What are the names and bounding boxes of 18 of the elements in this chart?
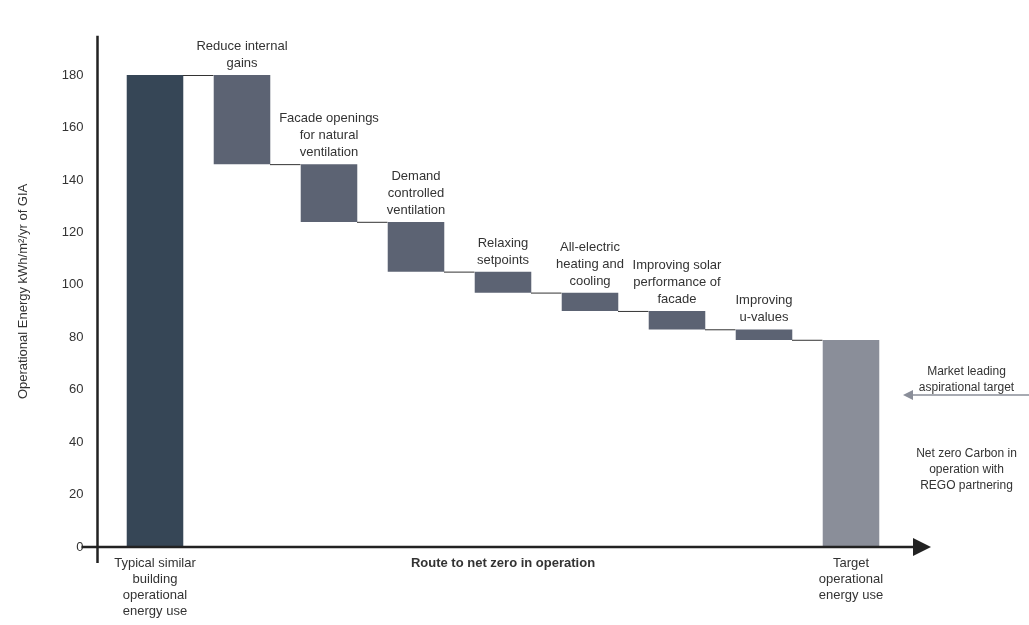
y-tick-label: 100 [61,276,84,292]
y-tick-label: 60 [69,381,84,397]
y-axis-title: Operational Energy kWh/m²/yr of GIA [14,183,30,400]
y-tick-label: 160 [61,119,84,135]
y-tick-label: 140 [61,171,84,187]
y-tick-label: 120 [61,223,84,239]
y-tick-label: 40 [69,433,84,449]
y-tick-label: 20 [69,486,84,502]
text: Market leading aspirational target [918,364,1015,394]
x-axis-title: Route to net zero in operation [410,555,596,570]
y-tick-label: 180 [61,66,84,82]
x-tick-label: Target operational energy use [818,555,884,602]
bar [126,75,184,547]
text: Net zero Carbon in operation with REGO partnering [916,446,1017,492]
bar [822,339,880,547]
y-tick-label: 80 [69,328,84,344]
x-tick-label: Reduce internal gains [196,38,288,71]
x-tick-label: Typical similar building operational energy use [114,555,197,618]
